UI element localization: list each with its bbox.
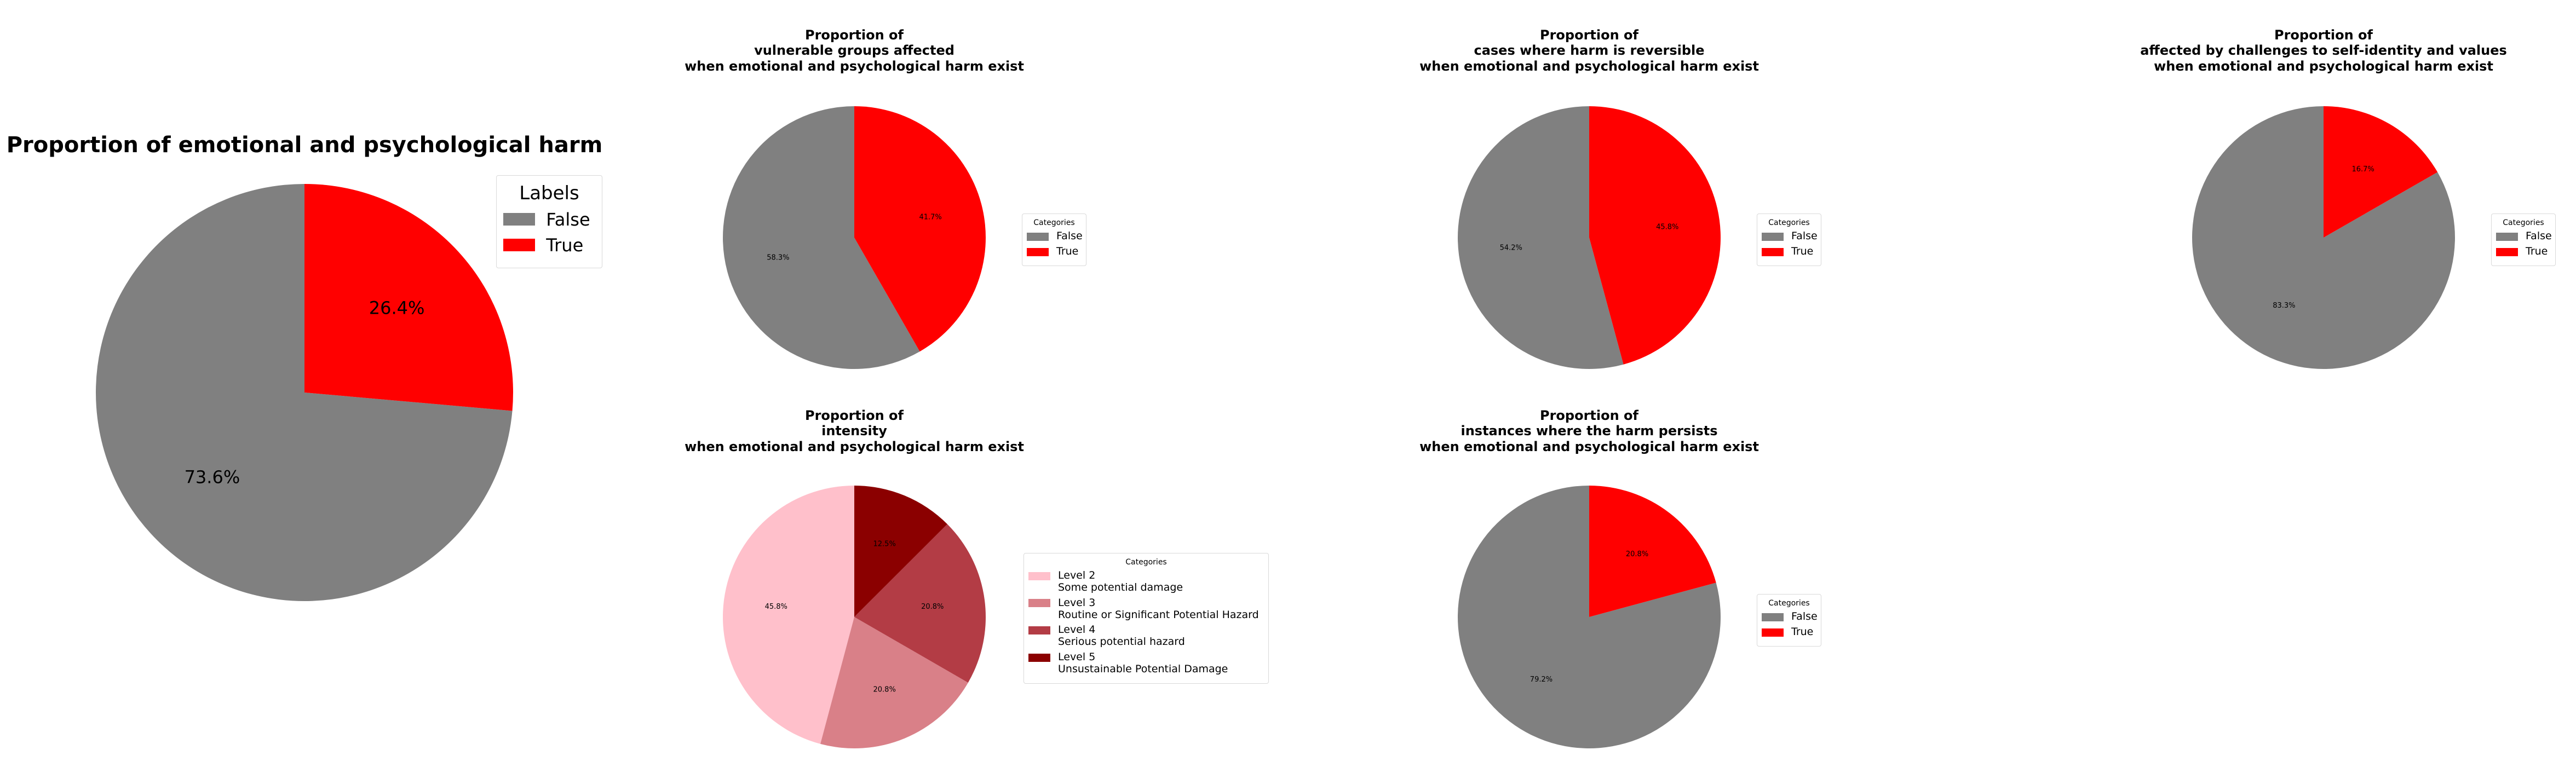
legend-label: False (1791, 610, 1818, 622)
chart-title: Proportion of vulnerable groups affected… (685, 27, 1024, 74)
legend-swatch (1028, 626, 1050, 635)
legend-item: Level 4 Serious potential hazard (1028, 624, 1264, 648)
pie-slice (96, 184, 513, 601)
chart-title: Proportion of instances where the harm p… (1419, 408, 1759, 454)
legend-swatch (1027, 232, 1049, 241)
legend-label: True (2526, 245, 2548, 257)
legend-swatch (1762, 613, 1784, 621)
pie-slice (1589, 106, 1721, 365)
slice-percent-label: 79.2% (1530, 676, 1553, 684)
legend-title: Categories (1125, 558, 1167, 567)
pie-slice (2324, 106, 2438, 238)
legend-swatch (1028, 599, 1050, 608)
pie-slice (854, 106, 986, 352)
legend-item: True (2496, 245, 2551, 258)
legend-swatch (2496, 232, 2518, 241)
pie-slice (723, 106, 920, 369)
legend-label: Level 5 Unsustainable Potential Damage (1058, 651, 1228, 675)
legend-title: Labels (519, 182, 579, 204)
legend-swatch (1028, 653, 1050, 662)
legend-item: False (503, 210, 595, 230)
slice-percent-label: 20.8% (873, 686, 896, 694)
chart-legend: Categories False True (1757, 594, 1821, 647)
chart-legend: Categories Level 2 Some potential damage L… (1024, 553, 1269, 684)
pie-slice (854, 524, 986, 683)
legend-item: Level 3 Routine or Significant Potential… (1028, 597, 1264, 621)
legend-item: Level 2 Some potential damage (1028, 569, 1264, 594)
chart-title: Proportion of intensity when emotional a… (685, 408, 1024, 454)
chart-title: Proportion of cases where harm is revers… (1419, 27, 1759, 74)
legend-label: True (1791, 245, 1814, 257)
legend-swatch (1762, 247, 1784, 256)
slice-percent-label: 45.8% (765, 603, 787, 611)
legend-label: Level 2 Some potential damage (1058, 569, 1183, 593)
slice-percent-label: 54.2% (1500, 244, 1522, 252)
legend-title: Categories (2503, 218, 2544, 227)
legend-swatch (1762, 232, 1784, 241)
chart-legend: Categories False True (1757, 214, 1821, 266)
pie-slice (723, 486, 854, 744)
legend-label: True (546, 234, 584, 256)
legend-label: False (546, 209, 590, 230)
chart-legend: Categories False True (1022, 214, 1086, 266)
slice-percent-label: 20.8% (921, 603, 944, 611)
legend-swatch (503, 213, 535, 226)
legend-item: True (503, 235, 595, 256)
legend-label: True (1056, 245, 1079, 257)
legend-label: False (2526, 230, 2552, 242)
chart-legend: Categories False True (2491, 214, 2556, 266)
chart-title: Proportion of emotional and psychologica… (6, 132, 603, 158)
legend-label: True (1791, 625, 1814, 638)
chart-legend: Labels False True (496, 175, 602, 268)
legend-label: Level 3 Routine or Significant Potential… (1058, 596, 1259, 621)
legend-swatch (1027, 247, 1049, 256)
legend-item: False (1762, 610, 1818, 623)
legend-title: Categories (1768, 599, 1810, 608)
legend-item: True (1762, 626, 1816, 638)
legend-item: False (2496, 230, 2552, 243)
pie-slice (2192, 106, 2456, 370)
slice-percent-label: 45.8% (1656, 223, 1678, 232)
legend-title: Categories (1768, 218, 1810, 227)
slice-percent-label: 12.5% (873, 540, 896, 548)
pie-slice (854, 486, 947, 617)
slice-percent-label: 41.7% (919, 213, 941, 221)
legend-swatch (2496, 247, 2518, 256)
slice-percent-label: 83.3% (2273, 302, 2295, 310)
legend-label: False (1791, 230, 1818, 242)
legend-swatch (1028, 572, 1050, 580)
slice-percent-label: 58.3% (767, 254, 789, 262)
legend-label: Level 4 Serious potential hazard (1058, 624, 1185, 648)
chart-title: Proportion of affected by challenges to … (2140, 27, 2507, 74)
legend-item: False (1027, 230, 1083, 243)
legend-item: True (1027, 245, 1082, 258)
legend-item: False (1762, 230, 1818, 243)
slice-percent-label: 26.4% (369, 298, 425, 319)
pie-slice (304, 184, 513, 411)
pie-slice (1589, 486, 1716, 617)
slice-percent-label: 20.8% (1626, 550, 1648, 558)
slice-percent-label: 16.7% (2351, 165, 2374, 174)
legend-label: False (1056, 230, 1083, 242)
slice-percent-label: 73.6% (185, 466, 240, 487)
legend-item: Level 5 Unsustainable Potential Damage (1028, 651, 1264, 676)
legend-swatch (503, 239, 535, 252)
pie-slice (1458, 106, 1624, 370)
legend-item: True (1762, 245, 1816, 258)
legend-title: Categories (1033, 218, 1075, 227)
pie-slice (820, 617, 968, 748)
legend-swatch (1762, 628, 1784, 637)
